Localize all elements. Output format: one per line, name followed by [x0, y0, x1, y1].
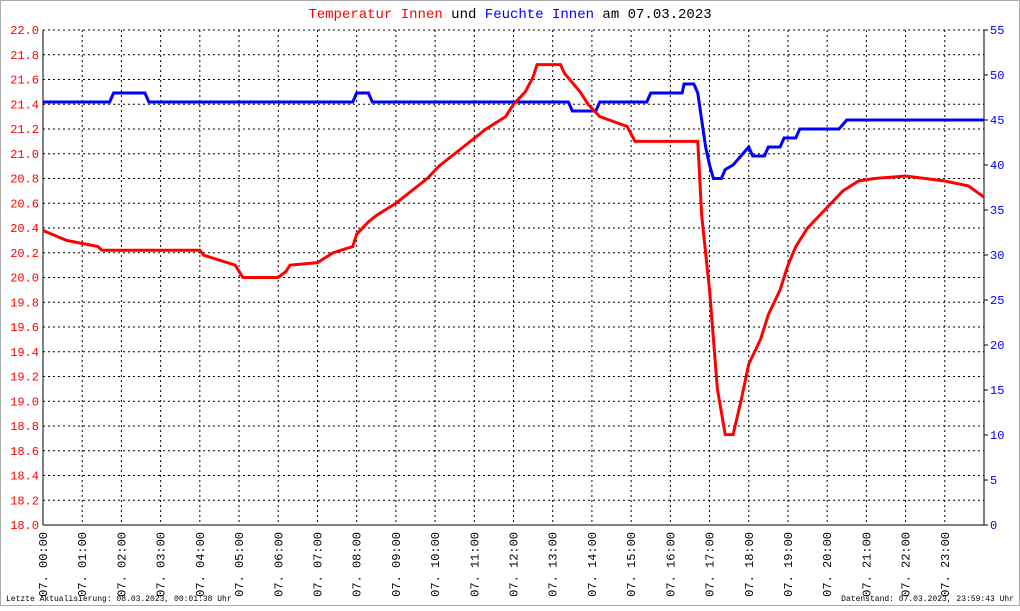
chart-title: Temperatur Innen und Feuchte Innen am 07…: [308, 7, 711, 23]
x-tick-label: 07. 18:00: [743, 532, 757, 597]
y-tick-label: 19.2: [10, 371, 39, 385]
x-tick-label: 07. 20:00: [821, 532, 835, 597]
y-tick-label: 21.6: [10, 74, 39, 88]
y2-tick-label: 10: [990, 429, 1004, 443]
y-tick-label: 20.0: [10, 272, 39, 286]
y2-tick-label: 0: [990, 519, 997, 533]
x-tick-label: 07. 17:00: [704, 532, 718, 597]
x-tick-label: 07. 10:00: [429, 532, 443, 597]
x-tick-label: 07. 22:00: [900, 532, 914, 597]
x-tick-label: 07. 23:00: [939, 532, 953, 597]
y2-tick-label: 20: [990, 339, 1004, 353]
y2-tick-label: 35: [990, 204, 1004, 218]
y-tick-label: 20.4: [10, 222, 39, 236]
y-tick-label: 18.8: [10, 420, 39, 434]
x-tick-label: 07. 09:00: [390, 532, 404, 597]
x-tick-label: 07. 12:00: [508, 532, 522, 597]
x-tick-label: 07. 05:00: [233, 532, 247, 597]
y-tick-label: 19.0: [10, 395, 39, 409]
y2-tick-label: 45: [990, 114, 1004, 128]
y-tick-label: 18.4: [10, 470, 39, 484]
y2-tick-label: 50: [990, 69, 1004, 83]
y2-tick-label: 25: [990, 294, 1004, 308]
y2-tick-label: 5: [990, 474, 997, 488]
x-tick-label: 07. 02:00: [115, 532, 129, 597]
title-series-1: Temperatur Innen: [308, 7, 442, 23]
x-tick-label: 07. 16:00: [664, 532, 678, 597]
footer-right: Datenstand: 07.03.2023, 23:59:43 Uhr: [841, 595, 1014, 604]
x-tick-label: 07. 21:00: [860, 532, 874, 597]
y2-tick-label: 15: [990, 384, 1004, 398]
y-tick-label: 20.2: [10, 247, 39, 261]
y-tick-label: 21.8: [10, 49, 39, 63]
x-tick-label: 07. 14:00: [586, 532, 600, 597]
y-tick-label: 18.2: [10, 494, 39, 508]
y-tick-label: 18.6: [10, 445, 39, 459]
y2-tick-label: 55: [990, 24, 1004, 38]
title-part: und: [451, 7, 476, 23]
x-tick-label: 07. 00:00: [37, 532, 51, 597]
y-tick-label: 19.6: [10, 321, 39, 335]
x-tick-label: 07. 11:00: [468, 532, 482, 597]
y-tick-label: 21.0: [10, 148, 39, 162]
y-tick-label: 20.6: [10, 197, 39, 211]
x-tick-label: 07. 19:00: [782, 532, 796, 597]
footer-left: Letzte Aktualisierung: 08.03.2023, 00:01…: [6, 595, 232, 604]
y2-tick-label: 40: [990, 159, 1004, 173]
x-tick-label: 07. 08:00: [351, 532, 365, 597]
y-tick-label: 19.8: [10, 296, 39, 310]
x-tick-label: 07. 13:00: [547, 532, 561, 597]
data-line: [42, 63, 985, 437]
y-tick-label: 21.2: [10, 123, 39, 137]
x-tick-label: 07. 06:00: [272, 532, 286, 597]
title-part: am 07.03.2023: [602, 7, 711, 23]
y-tick-label: 18.0: [10, 519, 39, 533]
y-tick-label: 22.0: [10, 24, 39, 38]
x-tick-label: 07. 01:00: [76, 532, 90, 597]
x-tick-label: 07. 04:00: [194, 532, 208, 597]
title-series-2: Feuchte Innen: [485, 7, 594, 23]
y-tick-label: 19.4: [10, 346, 39, 360]
y-tick-label: 20.8: [10, 173, 39, 187]
x-tick-label: 07. 03:00: [155, 532, 169, 597]
y-tick-label: 21.4: [10, 98, 39, 112]
data-line: [43, 82, 984, 180]
y2-tick-label: 30: [990, 249, 1004, 263]
x-tick-label: 07. 07:00: [311, 532, 325, 597]
x-tick-label: 07. 15:00: [625, 532, 639, 597]
